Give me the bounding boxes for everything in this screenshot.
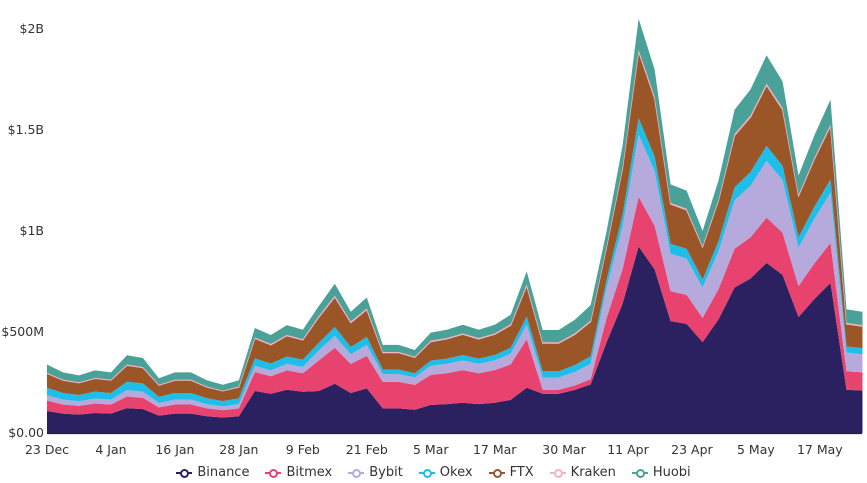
x-tick-label: 21 Feb (346, 442, 388, 457)
x-tick-label: 5 Mar (413, 442, 449, 457)
legend-label: Bitmex (286, 465, 333, 480)
legend-marker-icon (265, 468, 282, 478)
legend-item-okex[interactable]: Okex (418, 465, 473, 480)
legend-marker-icon (176, 468, 193, 478)
legend-label: FTX (509, 465, 534, 480)
legend: Binance Bitmex Bybit Okex FTX Kraken Huobi (0, 465, 867, 480)
legend-label: Kraken (570, 465, 616, 480)
x-tick-label: 30 Mar (542, 442, 586, 457)
legend-label: Bybit (369, 465, 403, 480)
legend-marker-icon (631, 468, 648, 478)
y-tick-label: $2B (20, 21, 44, 36)
x-tick-label: 16 Jan (155, 442, 194, 457)
x-axis-ticks: 23 Dec 4 Jan 16 Jan 28 Jan 9 Feb 21 Feb 5 Mar 1… (25, 442, 843, 457)
legend-marker-icon (488, 468, 505, 478)
area-okex[interactable] (47, 118, 863, 407)
x-tick-label: 28 Jan (219, 442, 258, 457)
x-tick-label: 17 May (797, 442, 843, 457)
legend-item-bitmex[interactable]: Bitmex (265, 465, 332, 480)
legend-label: Binance (197, 465, 250, 480)
area-huobi[interactable] (47, 18, 863, 391)
x-tick-label: 23 Apr (671, 442, 713, 457)
legend-item-huobi[interactable]: Huobi (631, 465, 691, 480)
x-tick-label: 5 May (737, 442, 775, 457)
y-tick-label: $500M (1, 324, 44, 339)
y-tick-label: $0.00 (8, 425, 44, 440)
x-tick-label: 4 Jan (95, 442, 126, 457)
legend-item-ftx[interactable]: FTX (488, 465, 534, 480)
area-kraken[interactable] (46, 49, 863, 392)
x-tick-label: 11 Apr (607, 442, 649, 457)
legend-label: Okex (439, 465, 473, 480)
legend-marker-icon (418, 468, 435, 478)
x-tick-label: 17 Mar (473, 442, 517, 457)
legend-item-binance[interactable]: Binance (176, 465, 249, 480)
area-bitmex[interactable] (47, 196, 863, 418)
area-ftx[interactable] (47, 51, 863, 402)
y-axis-ticks: $0.00 $500M $1B $1.5B $2B (1, 21, 44, 440)
x-tick-label: 23 Dec (25, 442, 69, 457)
x-tick-label: 9 Feb (286, 442, 320, 457)
area-bybit[interactable] (47, 134, 863, 411)
legend-label: Huobi (652, 465, 691, 480)
area-binance[interactable] (47, 246, 863, 433)
y-tick-label: $1B (20, 223, 44, 238)
legend-marker-icon (549, 468, 566, 478)
series-areas (46, 18, 863, 433)
legend-item-bybit[interactable]: Bybit (348, 465, 403, 480)
y-tick-label: $1.5B (8, 122, 44, 137)
legend-marker-icon (348, 468, 365, 478)
legend-item-kraken[interactable]: Kraken (549, 465, 616, 480)
